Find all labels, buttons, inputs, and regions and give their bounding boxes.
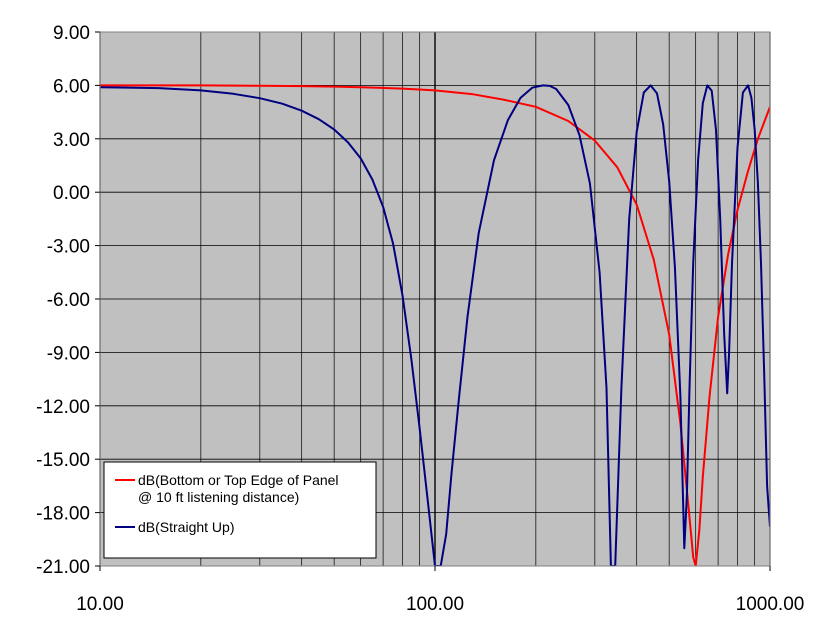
y-tick-label: 6.00: [53, 76, 90, 97]
y-axis-ticks: 9.00 6.00 3.00 0.00 -3.00 -6.00 -9.00 -12.00 -15…: [36, 23, 100, 578]
series-lines: [100, 84, 770, 566]
x-axis-ticks: 10.00 100.00 1000.00: [76, 566, 804, 615]
series-line-edge: [100, 84, 770, 566]
series-line-straight-up: [100, 84, 770, 566]
y-tick-label: -18.00: [36, 504, 90, 525]
legend: dB(Bottom or Top Edge of Panel @ 10 ft l…: [103, 461, 377, 559]
y-tick-label: -6.00: [47, 290, 90, 311]
x-tick-label: 1000.00: [736, 594, 805, 615]
legend-label-straight-up: dB(Straight Up): [138, 519, 234, 535]
y-tick-label: 3.00: [53, 130, 90, 151]
y-tick-label: 0.00: [53, 183, 90, 204]
legend-label-edge-line-1: dB(Bottom or Top Edge of Panel: [138, 472, 339, 488]
y-tick-label: -12.00: [36, 397, 90, 418]
legend-label-edge-line-2: @ 10 ft listening distance): [138, 489, 299, 505]
y-tick-label: -21.00: [36, 557, 90, 578]
x-tick-label: 100.00: [406, 594, 464, 615]
y-tick-label: 9.00: [53, 23, 90, 44]
x-tick-label: 10.00: [76, 594, 124, 615]
y-tick-label: -9.00: [47, 343, 90, 364]
y-tick-label: -3.00: [47, 237, 90, 258]
legend-box: [103, 461, 377, 559]
y-tick-label: -15.00: [36, 450, 90, 471]
